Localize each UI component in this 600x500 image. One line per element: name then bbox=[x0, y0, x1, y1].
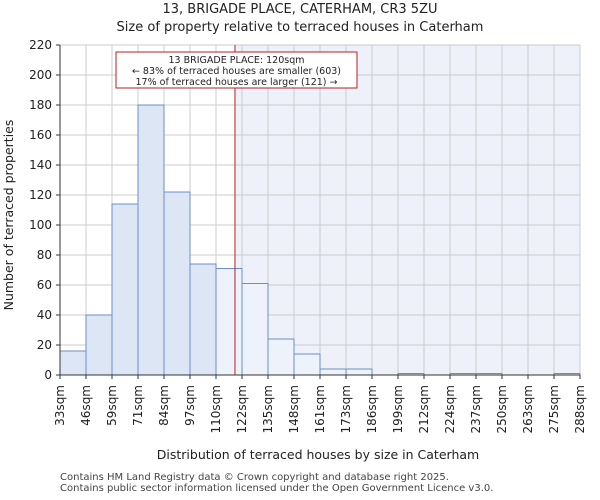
x-tick-label: 237sqm bbox=[469, 385, 483, 433]
x-tick-label: 263sqm bbox=[521, 385, 535, 433]
x-tick-label: 161sqm bbox=[313, 385, 327, 433]
x-tick-label: 148sqm bbox=[287, 385, 301, 433]
y-tick-label: 160 bbox=[29, 128, 52, 142]
y-tick-label: 220 bbox=[29, 38, 52, 52]
histogram-bar bbox=[85, 314, 113, 376]
chart-title: 13, BRIGADE PLACE, CATERHAM, CR3 5ZU bbox=[162, 2, 437, 17]
annotation-smaller: ← 83% of terraced houses are smaller (60… bbox=[132, 66, 341, 77]
x-tick-label: 212sqm bbox=[417, 385, 431, 433]
larger-region-shade bbox=[234, 45, 581, 375]
x-tick-label: 46sqm bbox=[79, 385, 93, 426]
footer-line-2: Contains public sector information licen… bbox=[60, 483, 494, 494]
histogram-bar bbox=[345, 368, 373, 376]
annotation-larger: 17% of terraced houses are larger (121) … bbox=[136, 77, 338, 88]
x-tick-label: 288sqm bbox=[573, 385, 587, 433]
x-axis-label: Distribution of terraced houses by size … bbox=[157, 447, 479, 462]
histogram-bar bbox=[241, 283, 269, 376]
y-tick-label: 0 bbox=[44, 368, 52, 382]
x-tick-label: 71sqm bbox=[131, 385, 145, 426]
y-tick-label: 80 bbox=[37, 248, 52, 262]
y-tick-label: 40 bbox=[37, 308, 52, 322]
y-tick-label: 180 bbox=[29, 98, 52, 112]
y-axis-label: Number of terraced properties bbox=[1, 120, 16, 311]
x-tick-label: 97sqm bbox=[183, 385, 197, 426]
histogram-bar bbox=[215, 268, 243, 376]
x-tick-label: 59sqm bbox=[105, 385, 119, 426]
histogram-bar bbox=[189, 263, 217, 376]
histogram-bar bbox=[111, 203, 139, 376]
x-tick-label: 110sqm bbox=[209, 385, 223, 433]
x-tick-label: 275sqm bbox=[547, 385, 561, 433]
y-tick-label: 120 bbox=[29, 188, 52, 202]
histogram-bar bbox=[293, 353, 321, 376]
x-tick-label: 250sqm bbox=[495, 385, 509, 433]
x-tick-label: 173sqm bbox=[339, 385, 353, 433]
histogram-bar bbox=[163, 191, 191, 376]
y-tick-label: 100 bbox=[29, 218, 52, 232]
annotation-box bbox=[115, 51, 358, 89]
annotation-title: 13 BRIGADE PLACE: 120sqm bbox=[168, 55, 304, 66]
y-tick-label: 140 bbox=[29, 158, 52, 172]
footer-line-1: Contains HM Land Registry data © Crown c… bbox=[60, 472, 449, 483]
histogram-bar bbox=[59, 350, 87, 376]
x-tick-label: 186sqm bbox=[365, 385, 379, 433]
y-tick-label: 60 bbox=[37, 278, 52, 292]
plot-area: 0 20 40 60 80 100 120 140 160 180 200 220 33sqm 46sqm… bbox=[29, 38, 587, 433]
x-tick-label: 224sqm bbox=[443, 385, 457, 433]
histogram-bar bbox=[319, 368, 347, 376]
x-tick-label: 122sqm bbox=[235, 385, 249, 433]
x-tick-label: 84sqm bbox=[157, 385, 171, 426]
histogram-bar bbox=[137, 104, 165, 376]
chart-subtitle: Size of property relative to terraced ho… bbox=[117, 20, 484, 35]
x-tick-label: 33sqm bbox=[53, 385, 67, 426]
histogram-bar bbox=[267, 338, 295, 376]
x-tick-label: 199sqm bbox=[391, 385, 405, 433]
y-tick-label: 200 bbox=[29, 68, 52, 82]
y-tick-label: 20 bbox=[37, 338, 52, 352]
x-tick-label: 135sqm bbox=[261, 385, 275, 433]
